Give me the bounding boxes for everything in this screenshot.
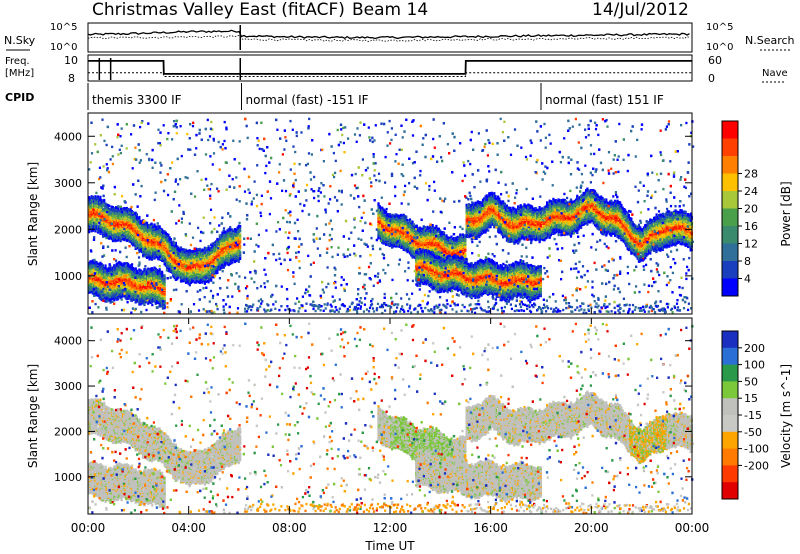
- time-xtick-label: 20:00: [574, 521, 609, 535]
- frequency-series: [88, 58, 692, 80]
- velocity-colorbar-tick: -15: [744, 409, 762, 422]
- time-xtick-label: 00:00: [675, 521, 710, 535]
- velocity-ytick-label: 4000: [54, 335, 82, 348]
- velocity-colorbar-label: Velocity [m s^-1]: [779, 364, 793, 468]
- noise-ytick-top: 10^5: [50, 22, 77, 33]
- power-colorbar-swatch: [722, 156, 738, 174]
- velocity-colorbar-swatch: [722, 348, 738, 365]
- freq-label: Freq.: [5, 56, 30, 67]
- cpid-segment-label: themis 3300 IF: [92, 93, 182, 107]
- velocity-colorbar-swatch: [722, 465, 738, 482]
- power-ytick-label: 1000: [54, 270, 82, 283]
- cpid-segment-label: normal (fast) 151 IF: [545, 93, 664, 107]
- power-colorbar-swatch: [722, 279, 738, 297]
- power-ylabel: Slant Range [km]: [26, 162, 40, 266]
- velocity-colorbar-tick: 200: [744, 342, 765, 355]
- frequency-panel: [88, 55, 692, 81]
- date-label: 14/Jul/2012: [592, 0, 689, 20]
- power-colorbar-swatch: [722, 139, 738, 157]
- power-ytick-label: 4000: [54, 130, 82, 143]
- velocity-colorbar-swatch: [722, 432, 738, 449]
- velocity-colorbar-tick: -100: [744, 443, 769, 456]
- noise-ytick-right-top: 10^5: [706, 22, 733, 33]
- velocity-colorbar-swatch: [722, 331, 738, 348]
- freq-ytick-top: 10: [64, 54, 78, 67]
- velocity-ytick-label: 2000: [54, 425, 82, 438]
- power-colorbar-tick: 16: [744, 220, 758, 233]
- nave-ytick-top: 60: [708, 54, 722, 67]
- power-colorbar-swatch: [722, 121, 738, 139]
- power-colorbar-swatch: [722, 191, 738, 209]
- nsky-label: N.Sky: [4, 34, 36, 47]
- velocity-colorbar-tick: 100: [744, 359, 765, 372]
- power-colorbar-tick: 24: [744, 185, 758, 198]
- velocity-ylabel: Slant Range [km]: [26, 364, 40, 468]
- velocity-colorbar-tick: 50: [744, 375, 758, 388]
- nave-label: Nave: [762, 68, 788, 79]
- power-colorbar-swatch: [722, 209, 738, 227]
- power-colorbar-swatch: [722, 244, 738, 262]
- beam-label: Beam 14: [352, 0, 428, 20]
- power-heatmap: [88, 118, 694, 315]
- time-xtick-label: 08:00: [272, 521, 307, 535]
- velocity-heatmap: [88, 323, 694, 515]
- freq-line: [88, 61, 692, 74]
- time-xlabel: Time UT: [364, 539, 415, 553]
- power-colorbar-swatch: [722, 174, 738, 192]
- noise-ytick-bottom: 10^0: [50, 42, 77, 53]
- freq-unit-label: [MHz]: [5, 68, 34, 79]
- power-ytick-label: 3000: [54, 177, 82, 190]
- velocity-colorbar-swatch: [722, 449, 738, 466]
- velocity-colorbar-swatch: [722, 381, 738, 398]
- noise-series: [88, 25, 690, 50]
- velocity-ytick-label: 1000: [54, 471, 82, 484]
- velocity-colorbar-swatch: [722, 398, 738, 415]
- time-xtick-label: 04:00: [171, 521, 206, 535]
- power-ytick-label: 2000: [54, 223, 82, 236]
- freq-ytick-bottom: 8: [68, 72, 75, 85]
- time-xtick-label: 00:00: [71, 521, 106, 535]
- cpid-segment-label: normal (fast) -151 IF: [246, 93, 369, 107]
- nsearch-label: N.Search: [745, 34, 795, 47]
- velocity-colorbar-swatch: [722, 415, 738, 432]
- radar-summary-plot: Christmas Valley East (fitACF) Beam 14 1…: [0, 0, 800, 554]
- power-colorbar-swatch: [722, 226, 738, 244]
- power-colorbar-tick: 4: [744, 273, 751, 286]
- time-xtick-label: 12:00: [373, 521, 408, 535]
- cpid-label: CPID: [5, 91, 34, 104]
- power-colorbar-swatch: [722, 261, 738, 279]
- velocity-colorbar-tick: -50: [744, 426, 762, 439]
- power-colorbar-tick: 8: [744, 255, 751, 268]
- velocity-colorbar-swatch: [722, 365, 738, 382]
- velocity-ytick-label: 3000: [54, 380, 82, 393]
- power-colorbar-tick: 12: [744, 238, 758, 251]
- power-colorbar-label: Power [dB]: [779, 181, 793, 246]
- power-colorbar-tick: 20: [744, 203, 758, 216]
- velocity-colorbar: 200 100 50 15 -15 -50 -100 -200: [722, 331, 769, 500]
- time-xtick-label: 16:00: [473, 521, 508, 535]
- power-colorbar-tick: 28: [744, 168, 758, 181]
- velocity-colorbar-tick: 15: [744, 392, 758, 405]
- velocity-colorbar-swatch: [722, 482, 738, 499]
- noise-ytick-right-bottom: 10^0: [706, 42, 733, 53]
- velocity-colorbar-tick: -200: [744, 459, 769, 472]
- power-colorbar: 4 8 12 16 20 24 28: [722, 121, 758, 297]
- plot-title: Christmas Valley East (fitACF): [92, 0, 345, 20]
- cpid-row: themis 3300 IF normal (fast) -151 IF norma…: [88, 83, 664, 110]
- nave-ytick-bottom: 0: [708, 72, 715, 85]
